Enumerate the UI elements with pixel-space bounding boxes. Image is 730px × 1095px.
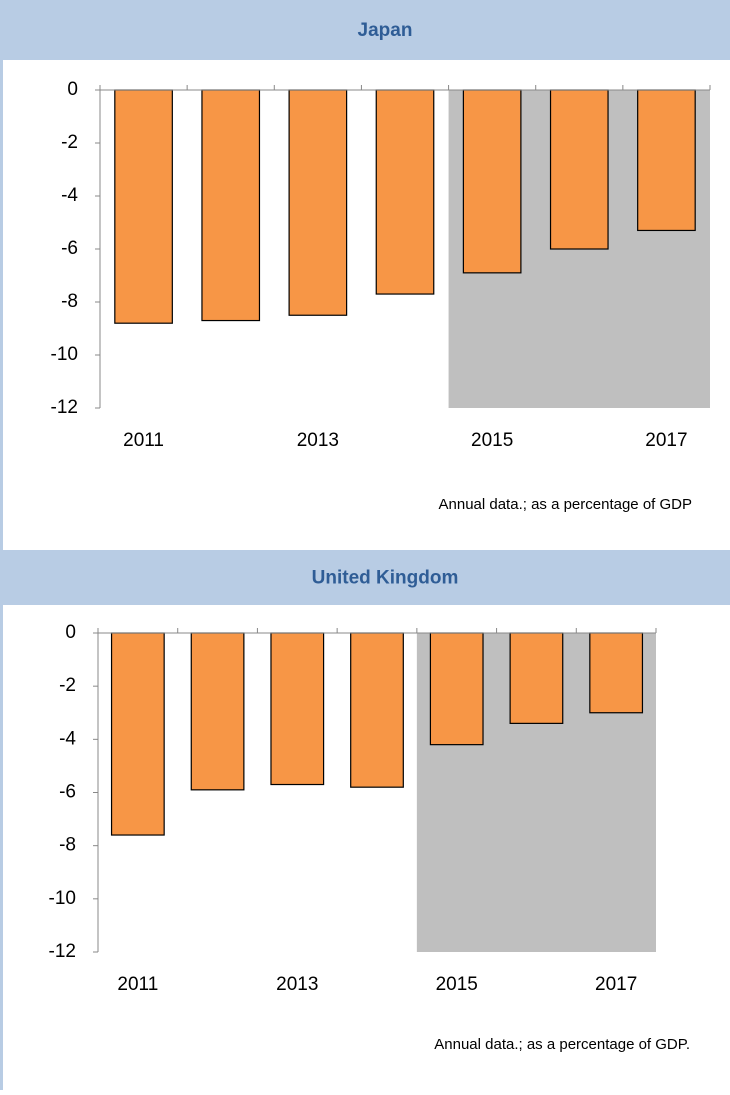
bar <box>350 632 404 788</box>
bar <box>429 632 484 746</box>
y-tick-label: -10 <box>51 344 78 365</box>
bar <box>462 89 522 274</box>
panel-header <box>3 550 730 605</box>
y-tick-label: -12 <box>51 397 78 418</box>
y-tick-label: -4 <box>61 185 78 206</box>
bar <box>270 632 325 786</box>
bar <box>509 632 564 724</box>
chart-note: Annual data.; as a percentage of GDP <box>439 496 693 513</box>
y-tick-label: 0 <box>67 79 78 100</box>
x-tick-label: 2017 <box>595 974 637 995</box>
y-tick-label: -8 <box>59 835 76 856</box>
y-tick-label: -2 <box>59 675 76 696</box>
x-tick-label: 2011 <box>117 974 158 995</box>
bar <box>201 89 261 322</box>
bar <box>114 89 173 324</box>
y-tick-label: -4 <box>59 728 76 749</box>
panel-header <box>3 0 730 60</box>
x-tick-label: 2013 <box>297 430 339 451</box>
x-tick-label: 2017 <box>645 430 687 451</box>
panel-title: United Kingdom <box>312 568 459 589</box>
chart-note: Annual data.; as a percentage of GDP. <box>434 1036 690 1053</box>
y-tick-label: -12 <box>49 941 76 962</box>
y-tick-label: -6 <box>61 238 78 259</box>
bar <box>190 632 245 791</box>
x-tick-label: 2013 <box>276 974 318 995</box>
y-tick-label: -8 <box>61 291 78 312</box>
y-tick-label: -10 <box>49 888 76 909</box>
panel-title: Japan <box>358 20 413 41</box>
bar <box>110 632 165 836</box>
x-tick-label: 2015 <box>471 430 513 451</box>
bar <box>375 89 435 295</box>
bar <box>549 89 609 250</box>
y-tick-label: 0 <box>65 622 76 643</box>
x-tick-label: 2011 <box>123 430 164 451</box>
bar <box>288 89 348 316</box>
left-border <box>0 0 3 1090</box>
y-tick-label: -6 <box>59 782 76 803</box>
y-tick-label: -2 <box>61 132 78 153</box>
bar <box>637 89 696 232</box>
x-tick-label: 2015 <box>436 974 478 995</box>
bar <box>589 632 644 714</box>
